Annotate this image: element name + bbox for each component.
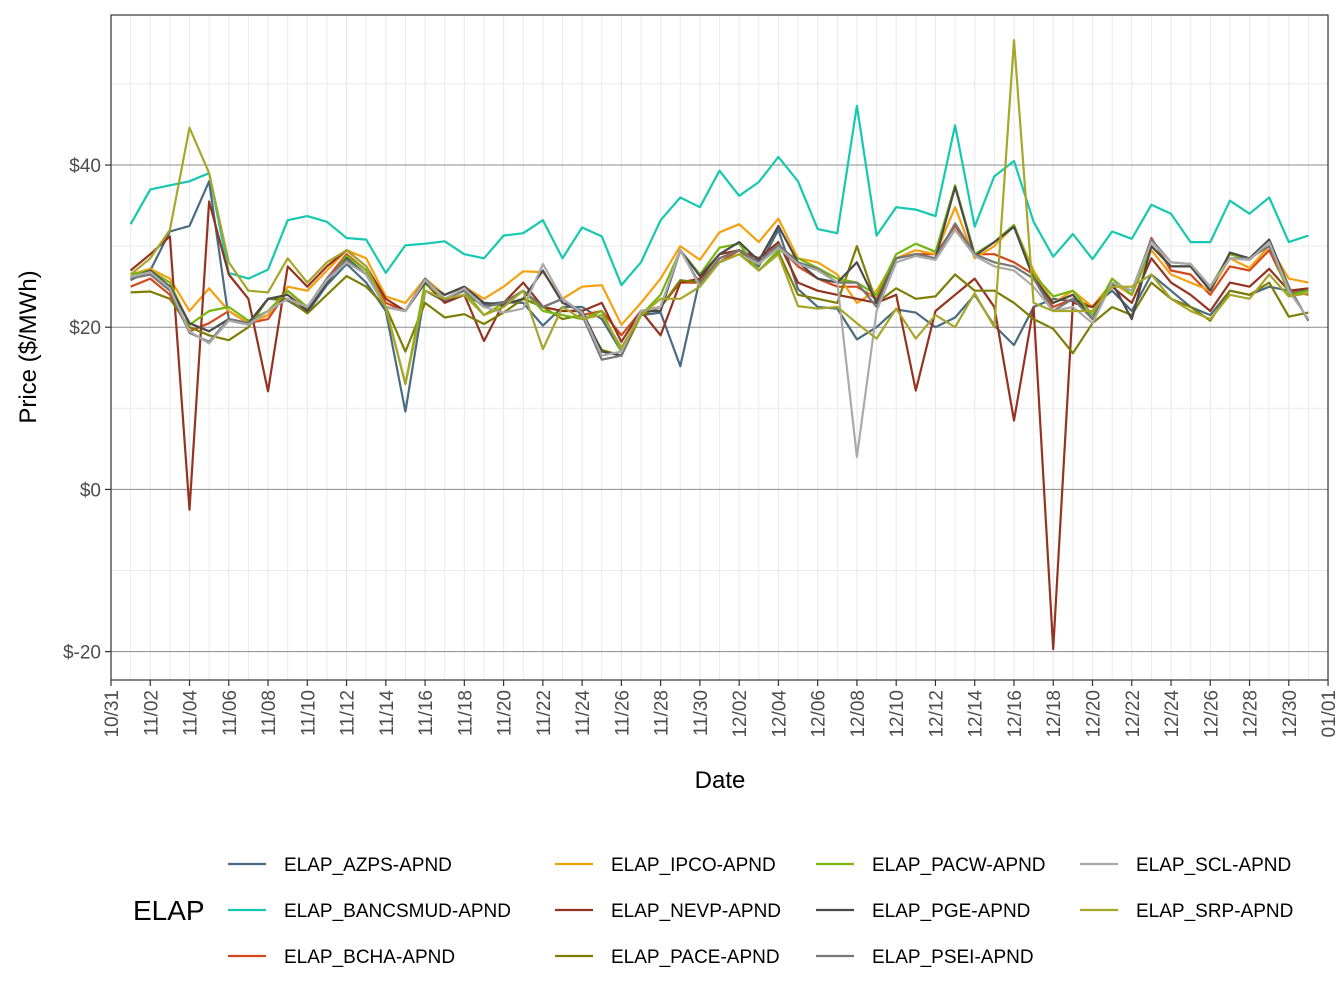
plot-panel-border [110, 14, 1329, 681]
legend-label: ELAP_SRP-APND [1136, 901, 1293, 922]
x-tick-label: 11/06 [220, 690, 241, 736]
legend-label: ELAP_PSEI-APND [872, 947, 1034, 968]
x-tick-label: 12/24 [1162, 690, 1183, 738]
series-line-elap-srp-apnd [129, 38, 1309, 386]
y-tick-label: $-20 [63, 643, 101, 664]
x-tick-label: 12/22 [1123, 690, 1144, 738]
x-tick-label: 12/08 [848, 690, 869, 738]
x-tick-label: 12/16 [1005, 690, 1026, 738]
x-tick-label: 11/24 [573, 690, 594, 737]
x-tick-label: 11/14 [377, 690, 398, 737]
legend-label: ELAP_AZPS-APND [284, 855, 452, 876]
x-tick-label: 12/02 [730, 690, 751, 738]
x-tick-label: 12/26 [1201, 690, 1222, 738]
legend-label: ELAP_PACW-APND [872, 855, 1046, 876]
series-line-elap-bancsmud-apnd [129, 104, 1309, 287]
x-tick-label: 11/12 [338, 690, 359, 736]
x-tick-label: 11/28 [652, 690, 673, 736]
x-tick-label: 11/18 [455, 690, 476, 736]
x-tick-label: 12/12 [926, 690, 947, 738]
legend-label: ELAP_IPCO-APND [611, 855, 776, 876]
y-axis: $-20 $0 $20 $40 [63, 156, 111, 664]
y-tick-label: $40 [69, 156, 101, 177]
x-tick-label: 11/02 [141, 690, 162, 736]
x-tick-label: 12/06 [809, 690, 830, 738]
legend-title: ELAP [133, 895, 205, 926]
legend-label: ELAP_SCL-APND [1136, 855, 1291, 876]
x-tick-label: 11/16 [416, 690, 437, 736]
x-tick-label: 12/20 [1084, 690, 1105, 738]
x-tick-label: 11/30 [691, 690, 712, 736]
legend-label: ELAP_BCHA-APND [284, 947, 455, 968]
series-lines [129, 38, 1310, 651]
x-tick-label: 11/08 [259, 690, 280, 736]
x-tick-label: 12/18 [1044, 690, 1065, 738]
legend-label: ELAP_PGE-APND [872, 901, 1030, 922]
legend-label: ELAP_NEVP-APND [611, 901, 781, 922]
x-axis-title: Date [695, 767, 746, 794]
x-tick-label: 12/10 [887, 690, 908, 738]
x-tick-label: 11/22 [534, 690, 555, 736]
x-tick-label: 11/10 [298, 690, 319, 736]
x-tick-label: 12/28 [1241, 690, 1262, 738]
legend-label: ELAP_BANCSMUD-APND [284, 901, 511, 922]
minor-gridlines [111, 15, 1328, 680]
x-tick-label: 11/26 [612, 690, 633, 736]
x-tick-label: 12/14 [966, 690, 987, 738]
legend-label: ELAP_PACE-APND [611, 947, 780, 968]
y-axis-title: Price ($/MWh) [15, 270, 42, 423]
x-axis: 10/31 11/02 11/04 11/06 11/08 11/10 11/12 11/14… [102, 680, 1340, 738]
x-tick-label: 10/31 [102, 690, 123, 738]
y-tick-label: $20 [69, 318, 101, 339]
x-tick-label: 12/04 [769, 690, 790, 738]
legend: ELAP ELAP_AZPS-APND ELAP_BANCSMUD-APND ELA… [133, 855, 1293, 968]
x-tick-label: 11/20 [495, 690, 516, 736]
major-gridlines [110, 15, 1329, 680]
x-tick-label: 12/30 [1280, 690, 1301, 738]
x-tick-label: 11/04 [181, 690, 202, 737]
x-tick-label: 01/01 [1319, 690, 1340, 738]
y-tick-label: $0 [80, 480, 101, 501]
